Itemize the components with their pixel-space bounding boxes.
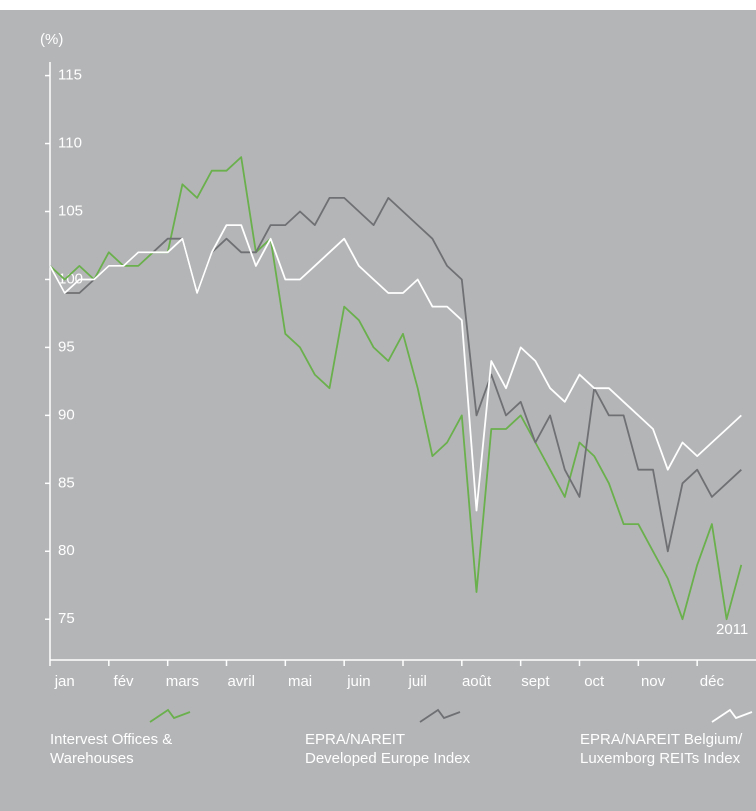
legend-icon [419,708,461,723]
legend-label: Intervest Offices & Warehouses [50,731,173,767]
x-tick-label: mars [166,673,199,690]
y-tick-label: 75 [58,610,75,627]
y-tick-label: 85 [58,474,75,491]
y-axis-label: (%) [40,31,63,48]
y-tick-label: 95 [58,338,75,355]
y-tick-label: 105 [58,202,83,219]
x-tick-label: juil [408,673,427,690]
chart-area: (%) 2011 75 80 85 90 95 100 105 110 115 jan fév mar… [0,10,756,811]
legend-label: EPRA/NAREIT Belgium/ Luxemborg REITs Ind… [580,731,743,767]
x-tick-label: jan [54,673,75,690]
y-tick-label: 115 [58,67,82,84]
x-tick-label: nov [641,673,666,690]
series-line [49,224,742,512]
y-tick-label: 100 [58,270,83,287]
x-tick-label: mai [288,673,312,690]
y-tick-label: 80 [58,542,75,559]
x-tick-label: juin [346,673,370,690]
y-tick-label: 90 [58,406,75,423]
x-tick-label: oct [584,673,605,690]
x-tick-label: avril [227,673,255,690]
x-tick-label: août [462,673,492,690]
annotation: 2011 [716,621,748,638]
series-line [49,156,743,621]
legend-label: EPRA/NAREIT Developed Europe Index [305,731,471,767]
series-line [49,197,742,553]
legend-icon [711,708,753,723]
x-tick-label: sept [521,673,550,690]
x-tick-label: fév [114,673,135,690]
y-tick-label: 110 [58,135,82,152]
chart: (%) 2011 75 80 85 90 95 100 105 110 115 jan fév mar… [40,31,756,723]
legend-icon [149,708,191,723]
x-tick-label: déc [700,673,725,690]
